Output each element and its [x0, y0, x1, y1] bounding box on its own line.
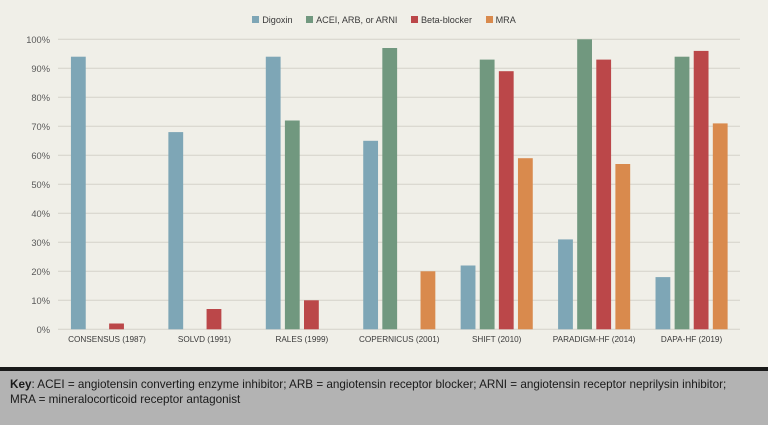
svg-text:CONSENSUS (1987): CONSENSUS (1987): [68, 335, 146, 344]
svg-text:COPERNICUS (2001): COPERNICUS (2001): [359, 335, 440, 344]
svg-text:80%: 80%: [31, 93, 50, 103]
svg-text:RALES (1999): RALES (1999): [275, 335, 328, 344]
svg-text:0%: 0%: [37, 325, 50, 335]
svg-text:50%: 50%: [31, 180, 50, 190]
svg-text:40%: 40%: [31, 209, 50, 219]
svg-text:DAPA-HF (2019): DAPA-HF (2019): [661, 335, 723, 344]
svg-text:90%: 90%: [31, 64, 50, 74]
svg-text:SHIFT (2010): SHIFT (2010): [472, 335, 522, 344]
svg-text:10%: 10%: [31, 296, 50, 306]
svg-text:60%: 60%: [31, 151, 50, 161]
svg-text:30%: 30%: [31, 238, 50, 248]
svg-text:PARADIGM-HF (2014): PARADIGM-HF (2014): [553, 335, 636, 344]
svg-text:100%: 100%: [26, 35, 50, 45]
svg-text:20%: 20%: [31, 267, 50, 277]
svg-text:70%: 70%: [31, 122, 50, 132]
svg-text:SOLVD (1991): SOLVD (1991): [178, 335, 231, 344]
